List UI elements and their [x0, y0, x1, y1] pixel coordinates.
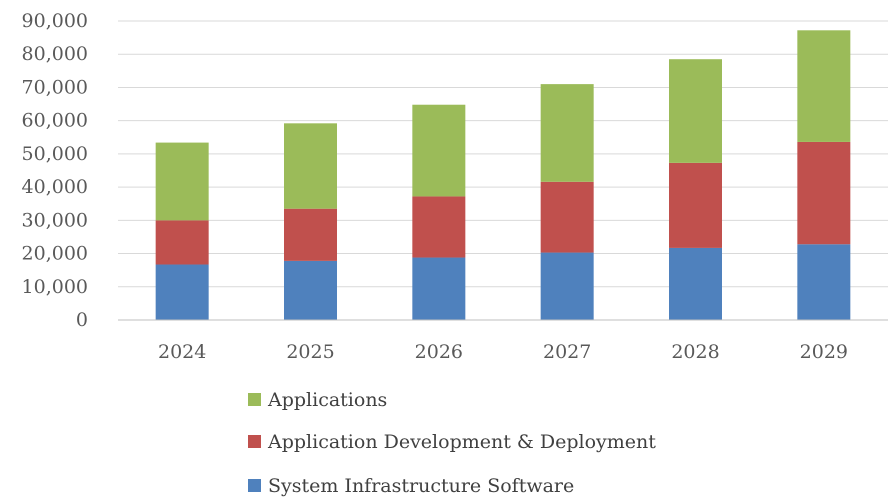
bar-segment — [412, 196, 466, 258]
bars — [155, 30, 851, 320]
legend-label: Applications — [267, 389, 387, 411]
y-tick-label: 60,000 — [22, 110, 88, 132]
bar-segment — [284, 208, 337, 261]
y-tick-label: 50,000 — [22, 143, 88, 165]
bar-segment — [284, 123, 337, 209]
y-tick-label: 90,000 — [22, 10, 88, 32]
y-tick-label: 70,000 — [22, 76, 88, 98]
bar-segment — [540, 181, 594, 253]
bar-segment — [155, 264, 209, 320]
y-tick-label: 30,000 — [22, 209, 88, 231]
x-tick-label: 2025 — [286, 341, 334, 363]
legend-label: System Infrastructure Software — [268, 475, 574, 497]
y-tick-label: 80,000 — [22, 43, 88, 65]
bar-segment — [155, 142, 209, 221]
bar-segment — [669, 162, 722, 248]
bar-segment — [797, 244, 851, 320]
bar-segment — [797, 30, 851, 142]
x-tick-label: 2027 — [543, 341, 591, 363]
legend: Applications Application Development & De… — [248, 389, 656, 497]
legend-swatch — [248, 435, 261, 448]
bar-segment — [540, 84, 594, 182]
x-axis-ticks: 2024 2025 2026 2027 2028 2029 — [158, 341, 848, 363]
x-tick-label: 2028 — [671, 341, 719, 363]
bar-segment — [155, 220, 209, 265]
x-tick-label: 2026 — [415, 341, 463, 363]
legend-swatch — [248, 479, 261, 492]
bar-segment — [669, 59, 722, 163]
bar-segment — [284, 260, 337, 320]
legend-label: Application Development & Deployment — [267, 431, 656, 453]
legend-swatch — [248, 393, 261, 406]
x-tick-label: 2024 — [158, 341, 206, 363]
y-axis-ticks: 0 10,000 20,000 30,000 40,000 50,000 60,000 70,… — [22, 10, 88, 331]
bar-segment — [797, 141, 851, 245]
bar-segment — [412, 257, 466, 320]
bar-segment — [412, 104, 466, 197]
y-tick-label: 20,000 — [22, 243, 88, 265]
x-tick-label: 2029 — [800, 341, 848, 363]
bar-segment — [540, 252, 594, 320]
y-tick-label: 0 — [76, 309, 88, 331]
y-tick-label: 10,000 — [22, 276, 88, 298]
y-tick-label: 40,000 — [22, 176, 88, 198]
bar-segment — [669, 247, 722, 320]
gridlines — [118, 20, 888, 288]
